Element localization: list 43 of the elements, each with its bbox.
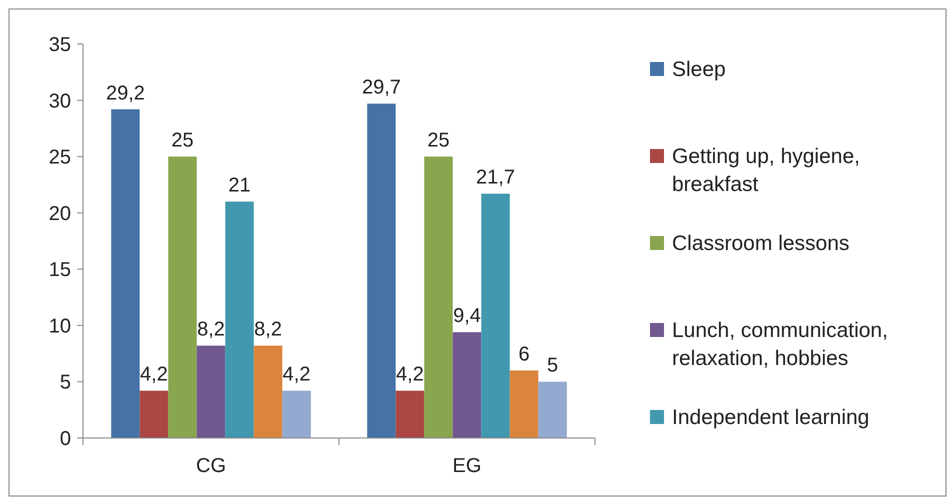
data-label: 29,2 — [106, 82, 145, 104]
y-tick-label: 25 — [48, 146, 71, 169]
y-tick-label: 20 — [48, 202, 71, 225]
x-tick-label: EG — [452, 455, 482, 477]
data-label: 29,7 — [362, 76, 401, 99]
bar — [538, 382, 567, 438]
data-label: 9,4 — [453, 305, 481, 328]
bar — [111, 109, 140, 438]
y-tick-label: 5 — [60, 372, 71, 394]
bar — [510, 370, 538, 438]
data-label: 5 — [547, 354, 558, 377]
data-label: 21 — [228, 174, 251, 197]
y-tick-label: 35 — [48, 34, 71, 56]
bar — [424, 156, 453, 438]
data-label: 4,2 — [282, 364, 310, 386]
bar — [254, 346, 282, 438]
y-tick-label: 30 — [48, 90, 71, 112]
legend-label: Independent learning — [672, 406, 870, 429]
legend-label: Lunch, communication, relaxation, hobbies — [672, 319, 888, 370]
bar — [396, 390, 424, 438]
x-tick-label: CG — [196, 455, 226, 477]
y-tick-label: 15 — [48, 259, 71, 282]
y-tick-label: 10 — [48, 315, 71, 338]
bar — [168, 156, 197, 438]
data-label: 25 — [171, 130, 194, 152]
data-label: 8,2 — [254, 318, 282, 341]
legend-label: Getting up, hygiene, breakfast — [672, 145, 860, 196]
data-label: 8,2 — [197, 318, 225, 341]
y-tick-label: 0 — [60, 428, 71, 450]
data-label: 4,2 — [140, 364, 168, 386]
bar — [367, 104, 396, 438]
bar — [282, 390, 311, 438]
data-label: 21,7 — [476, 166, 515, 189]
bar — [481, 194, 510, 438]
data-label: 25 — [427, 130, 450, 152]
bar — [452, 332, 482, 438]
data-label: 6 — [518, 343, 530, 366]
bar — [140, 390, 168, 438]
bar — [225, 202, 254, 438]
bar — [196, 346, 226, 438]
data-label: 4,2 — [396, 364, 424, 386]
legend-label: Sleep — [672, 58, 726, 81]
legend-label: Classroom lessons — [672, 232, 850, 255]
